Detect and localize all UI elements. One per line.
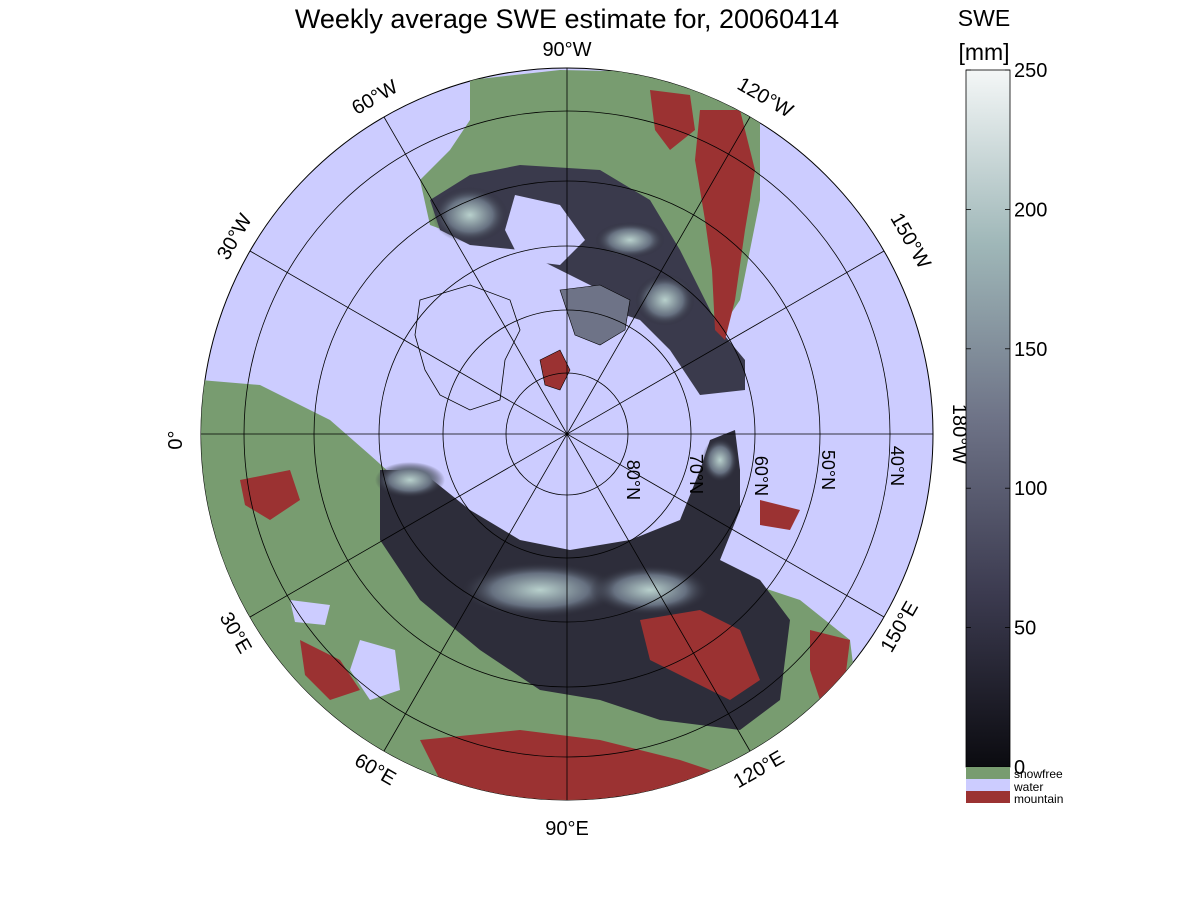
black-sea: [290, 600, 330, 625]
arctic-archipelago: [559, 284, 631, 346]
colorbar-tick-label-200: 200: [1014, 199, 1047, 221]
lat-label-50n: 50°N: [818, 450, 838, 490]
colorbar-ticks: 0 50 100 150 200 250: [966, 60, 1047, 779]
lon-label-0: 0°: [165, 430, 187, 449]
alps-mountain: [240, 470, 300, 520]
lon-label-150w: 150°W: [886, 209, 935, 272]
lat-label-70n: 70°N: [686, 454, 706, 494]
colorbar-tick-label-250: 250: [1014, 60, 1047, 82]
legend-swatch-water: [966, 779, 1010, 791]
snow-peak-scandinavia: [375, 462, 445, 498]
east-siberia-mountain: [640, 610, 760, 700]
lat-label-40n: 40°N: [887, 446, 907, 486]
colorbar-tick-label-50: 50: [1014, 618, 1036, 640]
meridian-150w-30e: [249, 250, 885, 618]
latitude-labels: 80°N 70°N 60°N 50°N 40°N: [623, 446, 907, 500]
legend-label-water: water: [1013, 780, 1043, 794]
colorbar-tick-label-100: 100: [1014, 478, 1047, 500]
na-rockies-mountain: [695, 110, 755, 340]
snow-peak-quebec: [595, 222, 665, 258]
lon-label-90w: 90°W: [542, 39, 591, 61]
lat-label-60n: 60°N: [751, 456, 771, 496]
lon-label-90e: 90°E: [545, 818, 589, 840]
legend-swatch-mountain: [966, 791, 1010, 803]
map-content: [201, 70, 860, 800]
colorbar-tick-label-0: 0: [1014, 757, 1025, 779]
colorbar-gradient: [965, 69, 1011, 768]
snow-peak-siberia-central: [590, 565, 710, 615]
snow-peak-canada-west: [432, 187, 508, 243]
kamchatka-mountain: [760, 500, 800, 530]
snow-peak-siberia-west: [460, 562, 620, 618]
na-appalachian-mountain: [650, 90, 695, 150]
colorbar-tick-label-150: 150: [1014, 339, 1047, 361]
lat-label-80n: 80°N: [623, 460, 643, 500]
greenland: [414, 284, 521, 411]
legend-swatch-snowfree: [966, 767, 1010, 779]
graticule: [201, 68, 933, 800]
snow-peak-kamchatka: [702, 438, 738, 482]
hudson-bay: [505, 195, 585, 265]
lon-label-180w: 180°W: [948, 404, 970, 464]
colorbar-title-line2: [mm]: [958, 39, 1009, 65]
ellesmere-island: [539, 349, 571, 391]
caspian-sea: [350, 640, 400, 700]
colorbar-title-line1: SWE: [958, 5, 1010, 31]
legend-label-snowfree: snowfree: [1014, 767, 1063, 781]
map-title: Weekly average SWE estimate for, 2006041…: [294, 4, 840, 34]
legend-label-mountain: mountain: [1014, 792, 1063, 806]
caucasus-mountain: [300, 640, 360, 700]
snow-peak-canada-rockies: [635, 274, 695, 326]
